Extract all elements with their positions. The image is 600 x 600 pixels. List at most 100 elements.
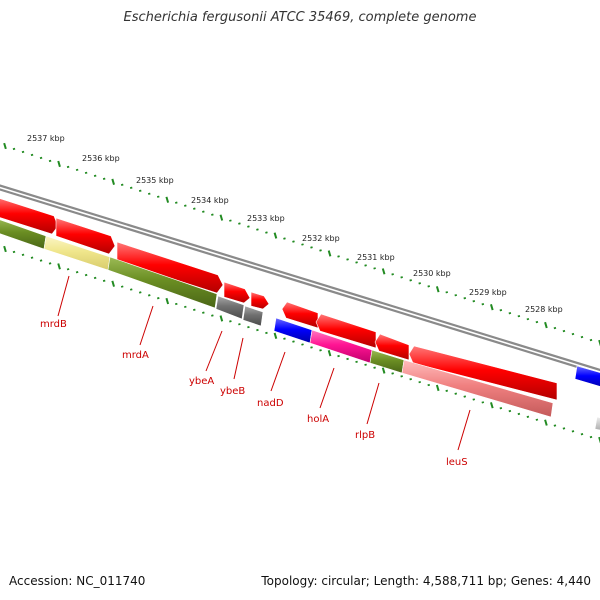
scale-minor-tick <box>454 294 458 297</box>
scale-minor-tick <box>30 256 34 259</box>
scale-minor-tick <box>472 300 476 303</box>
gene-label-ybeA: ybeA <box>189 376 214 387</box>
scale-label: 2533 kbp <box>247 214 285 223</box>
scale-minor-tick <box>463 395 467 398</box>
scale-minor-tick <box>102 177 106 181</box>
cds-arrow <box>281 301 319 329</box>
gene-label-mrdA: mrdA <box>122 350 149 361</box>
scale-minor-tick <box>39 156 43 160</box>
scale-minor-tick <box>562 427 566 430</box>
leader-line <box>270 351 286 392</box>
scale-minor-tick <box>364 363 367 366</box>
scale-minor-tick <box>84 273 88 277</box>
cds-arrow <box>223 281 251 304</box>
leader-line <box>457 409 471 451</box>
scale-label: 2535 kbp <box>136 176 174 185</box>
rna-feature <box>574 365 600 387</box>
scale-minor-tick <box>526 415 530 419</box>
scale-minor-tick <box>472 398 476 401</box>
scale-major-tick <box>219 214 224 221</box>
scale-minor-tick <box>30 153 34 157</box>
leader-line <box>139 305 154 346</box>
scale-minor-tick <box>21 150 25 154</box>
scale-major-tick <box>435 286 440 293</box>
scale-minor-tick <box>373 366 376 369</box>
gene-label-ybeB: ybeB <box>220 386 245 397</box>
scale-minor-tick <box>346 258 349 261</box>
scale-minor-tick <box>21 253 25 256</box>
scale-minor-tick <box>174 201 178 204</box>
scale-minor-tick <box>129 186 133 189</box>
scale-minor-tick <box>310 246 313 249</box>
scale-minor-tick <box>535 418 539 421</box>
scale-major-tick <box>598 436 600 444</box>
scale-minor-tick <box>48 159 52 163</box>
cds-arrow <box>116 241 224 294</box>
scale-major-tick <box>57 160 61 168</box>
scale-minor-tick <box>499 406 503 410</box>
scale-minor-tick <box>589 435 593 439</box>
scale-minor-tick <box>93 174 97 178</box>
scale-minor-tick <box>337 255 340 258</box>
scale-major-tick <box>544 419 548 426</box>
scale-minor-tick <box>283 337 286 340</box>
scale-minor-tick <box>238 323 241 326</box>
scale-minor-tick <box>229 320 232 323</box>
scale-minor-tick <box>373 267 376 270</box>
scale-label: 2537 kbp <box>27 134 65 143</box>
scale-minor-tick <box>508 311 512 315</box>
scale-major-tick <box>165 196 170 203</box>
scale-minor-tick <box>454 392 458 395</box>
scale-minor-tick <box>553 424 557 427</box>
cds-arrow <box>315 313 377 349</box>
scale-minor-tick <box>156 297 160 300</box>
scale-minor-tick <box>310 346 313 349</box>
scale-major-tick <box>111 280 115 287</box>
scale-major-tick <box>273 332 278 339</box>
scale-minor-tick <box>147 294 151 297</box>
scale-minor-tick <box>355 360 358 364</box>
scale-minor-tick <box>12 147 16 151</box>
scale-minor-tick <box>48 262 52 265</box>
category-block <box>107 256 218 309</box>
scale-label: 2534 kbp <box>191 196 229 205</box>
scale-minor-tick <box>571 430 575 433</box>
category-features <box>0 219 600 431</box>
scale-minor-tick <box>301 343 304 346</box>
scale-major-tick <box>3 245 7 253</box>
scale-minor-tick <box>427 383 431 387</box>
scale-minor-tick <box>75 270 79 274</box>
scale-major-tick <box>381 367 386 374</box>
scale-major-tick <box>3 142 7 150</box>
category-block <box>401 359 554 418</box>
scale-minor-tick <box>391 372 394 375</box>
cds-arrow <box>374 333 410 361</box>
inner-scale-ticks <box>3 245 600 444</box>
leader-line <box>205 330 223 372</box>
scale-minor-tick <box>75 168 79 172</box>
leader-line <box>319 367 335 409</box>
scale-minor-tick <box>580 335 584 339</box>
scale-minor-tick <box>39 259 43 262</box>
scale-minor-tick <box>445 291 449 294</box>
scale-minor-tick <box>247 325 250 329</box>
scale-minor-tick <box>12 250 16 254</box>
scale-minor-tick <box>193 308 196 311</box>
scale-minor-tick <box>391 273 394 276</box>
scale-minor-tick <box>102 279 106 283</box>
scale-minor-tick <box>319 249 322 252</box>
scale-major-tick <box>327 350 332 357</box>
scale-major-tick <box>435 384 440 392</box>
accession-text: Accession: NC_011740 <box>9 574 146 588</box>
cds-arrow <box>0 198 59 235</box>
scale-label: 2529 kbp <box>469 288 507 297</box>
scale-minor-tick <box>481 303 485 306</box>
genome-summary-text: Topology: circular; Length: 4,588,711 bp… <box>261 574 591 588</box>
scale-minor-tick <box>211 213 214 216</box>
scale-minor-tick <box>202 210 205 213</box>
scale-minor-tick <box>256 328 259 332</box>
scale-minor-tick <box>84 171 88 175</box>
scale-minor-tick <box>535 320 539 324</box>
scale-minor-tick <box>355 261 358 264</box>
scale-minor-tick <box>256 228 259 231</box>
